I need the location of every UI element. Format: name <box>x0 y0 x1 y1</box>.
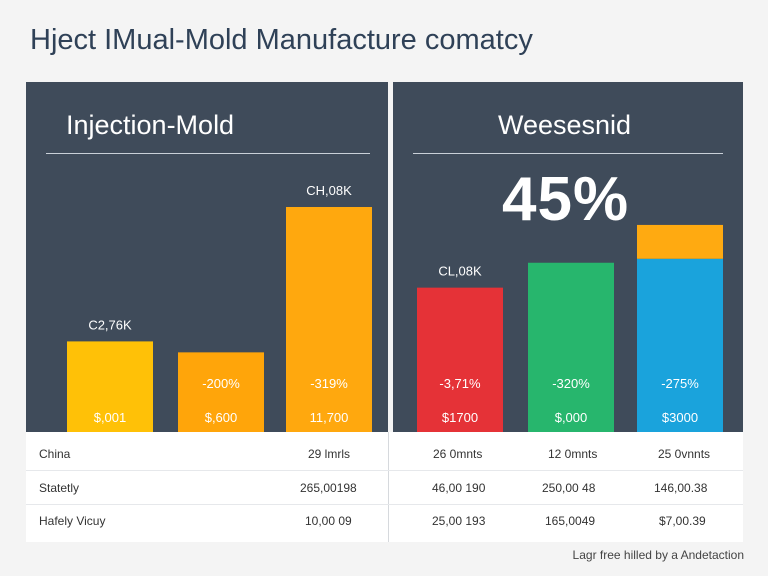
bar <box>67 341 153 432</box>
left-heading-rule <box>46 153 370 154</box>
data-table <box>26 432 743 542</box>
table-cell: 29 lmrls <box>308 447 351 461</box>
panel-divider <box>388 82 393 432</box>
bar <box>417 287 503 432</box>
bar <box>637 258 723 432</box>
bar-value-label: $,600 <box>205 410 238 425</box>
left-panel-heading: Injection-Mold <box>66 110 235 140</box>
table-cell: 265,00198 <box>300 481 357 495</box>
table-row-divider <box>26 504 743 505</box>
bar-change-label: -319% <box>310 376 348 391</box>
table-cell: 146,00.38 <box>654 481 708 495</box>
right-heading-rule <box>413 153 723 154</box>
bar-value-label: $3000 <box>662 410 698 425</box>
table-cell: 165,0049 <box>545 514 596 528</box>
table-cell: 10,00 09 <box>305 514 352 528</box>
bar <box>286 207 372 432</box>
bar <box>178 352 264 432</box>
bar-value-label: $1700 <box>442 410 478 425</box>
page-title: Hject IMual-Mold Manufacture comatcy <box>30 24 533 56</box>
bar-value-label: $,001 <box>94 410 127 425</box>
table-row-label: Statetly <box>39 481 80 495</box>
right-panel-heading: Weesesnid <box>498 110 632 140</box>
bar-change-label: -200% <box>202 376 240 391</box>
big-percentage-stat: 45% <box>502 165 630 234</box>
table-cell: 25 0vnnts <box>658 447 711 461</box>
bar-top-label: CL,08K <box>438 264 482 279</box>
bar-change-label: -3,71% <box>439 376 481 391</box>
table-row-divider <box>26 470 743 471</box>
table-cell: 12 0mnts <box>548 447 598 461</box>
table-cell: 46,00 190 <box>432 481 486 495</box>
bar-value-label: 11,700 <box>310 410 349 425</box>
bar-change-label: -275% <box>661 376 699 391</box>
bar-top-label: C2,76K <box>88 317 132 332</box>
table-row-label: Hafely Vicuy <box>39 514 106 528</box>
bar-value-label: $,000 <box>555 410 588 425</box>
bar-change-label: -320% <box>552 376 590 391</box>
bar <box>528 262 614 432</box>
table-cell: $7,00.39 <box>659 514 706 528</box>
footer-note: Lagr free hilled by a Andetaction <box>572 548 744 562</box>
table-separator <box>388 432 389 542</box>
table-cell: 26 0mnts <box>433 447 483 461</box>
bar-top-label: CH,08K <box>306 183 352 198</box>
bar-stack-segment <box>637 224 723 259</box>
table-cell: 25,00 193 <box>432 514 486 528</box>
table-cell: 250,00 48 <box>542 481 596 495</box>
table-row-label: China <box>39 447 71 461</box>
